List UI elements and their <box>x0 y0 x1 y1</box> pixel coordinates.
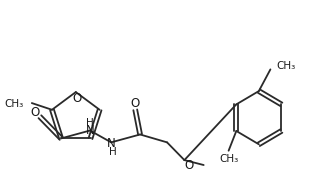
Text: O: O <box>185 159 194 171</box>
Text: N: N <box>85 124 94 137</box>
Text: CH₃: CH₃ <box>4 99 23 109</box>
Text: CH₃: CH₃ <box>276 61 295 71</box>
Text: O: O <box>30 106 40 119</box>
Text: O: O <box>131 97 140 110</box>
Text: N: N <box>107 137 115 150</box>
Text: H: H <box>109 147 117 157</box>
Text: O: O <box>72 93 81 105</box>
Text: CH₃: CH₃ <box>219 154 238 164</box>
Text: H: H <box>86 118 94 128</box>
